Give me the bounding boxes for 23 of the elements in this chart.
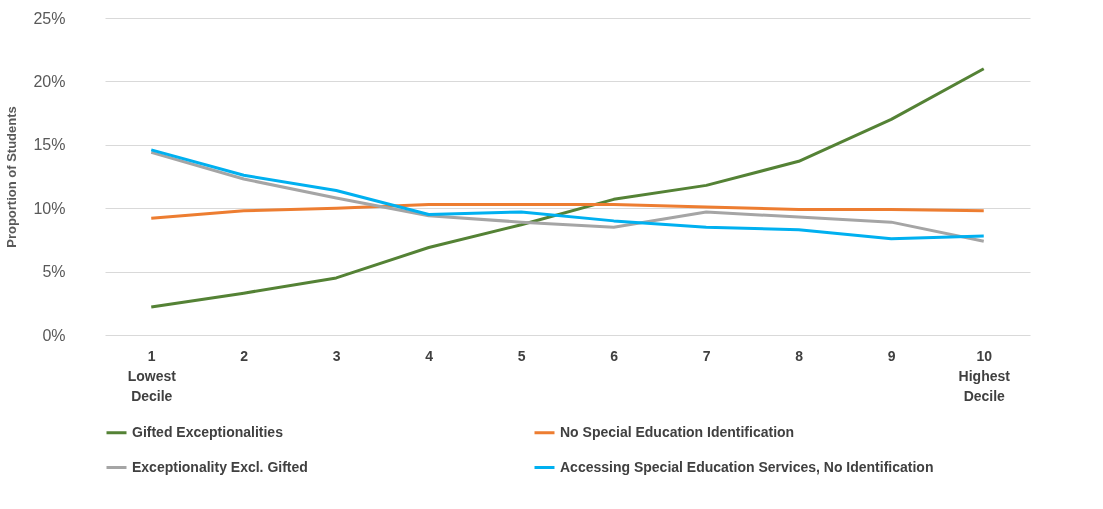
y-tick-label: 5% xyxy=(42,263,66,281)
x-tick-label: 6 xyxy=(610,347,619,364)
y-tick-label: 20% xyxy=(33,72,66,90)
x-tick-label: 5 xyxy=(517,347,526,364)
line-series xyxy=(149,67,986,309)
x-tick-label: 9 xyxy=(887,347,896,364)
x-tick-label: 2 xyxy=(240,347,249,364)
x-tick-label: 8 xyxy=(795,347,804,364)
legend-label: Exceptionality Excl. Gifted xyxy=(132,458,308,475)
line-series xyxy=(149,202,986,220)
x-tick-label: 3 xyxy=(332,347,341,364)
y-tick-label: 0% xyxy=(42,326,66,344)
y-tick-label: 15% xyxy=(33,136,66,154)
x-tick-label: 7 xyxy=(702,347,711,364)
x-tick-label: 10 Highest Decile xyxy=(958,347,1011,404)
x-tick-label: 1 Lowest Decile xyxy=(127,347,177,404)
x-tick-label: 4 xyxy=(425,347,434,364)
y-tick-label: 10% xyxy=(33,199,66,217)
legend-label: No Special Education Identification xyxy=(560,423,795,440)
y-axis-title: Proportion of Students xyxy=(4,106,20,248)
legend-label: Gifted Exceptionalities xyxy=(132,423,284,440)
y-tick-label: 25% xyxy=(33,9,66,27)
legend-label: Accessing Special Education Services, No Identification xyxy=(560,458,934,475)
